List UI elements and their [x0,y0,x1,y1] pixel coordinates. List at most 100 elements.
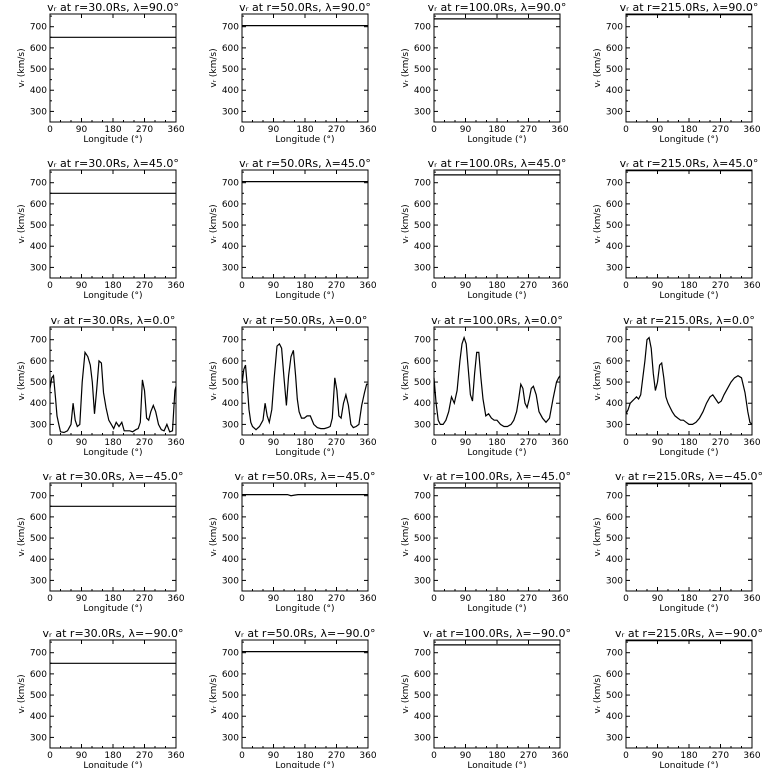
x-tick-label: 360 [551,438,568,448]
y-tick-label: 600 [606,44,623,54]
x-axis-label: Longitude (°) [83,448,142,458]
y-axis-label: vᵣ (km/s) [401,48,411,87]
x-tick-label: 90 [268,438,280,448]
y-tick-label: 500 [30,534,47,544]
x-tick-label: 270 [136,281,153,291]
y-tick-label: 600 [30,357,47,367]
y-tick-label: 700 [606,336,623,346]
x-tick-label: 360 [359,751,376,761]
x-tick-label: 180 [680,594,697,604]
x-tick-label: 0 [47,438,53,448]
chart-panel: vᵣ at r=50.0Rs, λ=−45.0° 0 90 180 270 360 300 4… [209,470,377,614]
chart-title: vᵣ at r=30.0Rs, λ=45.0° [47,157,179,170]
chart-title: vᵣ at r=30.0Rs, λ=0.0° [51,314,176,327]
plot-frame [433,639,561,749]
x-tick-label: 360 [359,438,376,448]
x-tick-label: 180 [488,125,505,135]
y-axis-label: vᵣ (km/s) [209,674,219,713]
y-tick-label: 400 [30,86,47,96]
x-tick-label: 270 [136,751,153,761]
chart-title: vᵣ at r=215.0Rs, λ=90.0° [620,1,759,14]
chart-title: vᵣ at r=100.0Rs, λ=45.0° [428,157,567,170]
x-tick-label: 180 [488,281,505,291]
x-axis-label: Longitude (°) [467,604,526,614]
y-tick-label: 300 [606,420,623,430]
y-tick-label: 500 [30,221,47,231]
y-tick-label: 700 [30,23,47,33]
x-tick-label: 180 [680,281,697,291]
x-tick-label: 90 [460,438,472,448]
chart-title: vᵣ at r=215.0Rs, λ=−45.0° [615,470,763,483]
y-tick-label: 400 [222,242,239,252]
series-line [241,342,368,431]
x-tick-label: 180 [296,281,313,291]
x-tick-label: 360 [359,281,376,291]
chart-panel: vᵣ at r=30.0Rs, λ=−45.0° 0 90 180 270 360 300 4… [17,470,185,614]
y-tick-label: 700 [30,179,47,189]
x-tick-label: 180 [104,125,121,135]
x-tick-label: 270 [328,125,345,135]
y-tick-label: 300 [414,576,431,586]
x-tick-label: 0 [431,281,437,291]
chart-title: vᵣ at r=215.0Rs, λ=−90.0° [615,627,763,640]
y-tick-label: 500 [30,691,47,701]
y-axis-label: vᵣ (km/s) [17,361,27,400]
x-tick-label: 0 [623,594,629,604]
y-tick-label: 600 [222,44,239,54]
series-line [625,336,753,425]
x-tick-label: 180 [680,438,697,448]
x-tick-label: 90 [76,594,88,604]
x-axis-label: Longitude (°) [659,291,718,301]
x-tick-label: 0 [47,751,53,761]
y-tick-label: 700 [606,649,623,659]
y-axis-label: vᵣ (km/s) [593,517,603,556]
chart-title: vᵣ at r=100.0Rs, λ=−90.0° [423,627,571,640]
y-axis-label: vᵣ (km/s) [593,674,603,713]
y-tick-label: 600 [606,513,623,523]
y-tick-label: 600 [606,357,623,367]
y-tick-label: 300 [414,733,431,743]
y-tick-label: 300 [222,576,239,586]
y-tick-label: 400 [414,712,431,722]
y-tick-label: 400 [30,399,47,409]
y-tick-label: 600 [30,513,47,523]
x-axis-label: Longitude (°) [659,135,718,145]
y-tick-label: 300 [414,263,431,273]
x-tick-label: 180 [488,438,505,448]
x-tick-label: 360 [167,125,184,135]
x-axis-label: Longitude (°) [467,135,526,145]
y-tick-label: 700 [222,179,239,189]
x-tick-label: 180 [104,594,121,604]
y-tick-label: 500 [222,691,239,701]
plot-frame [625,13,753,123]
plot-frame [241,13,369,123]
x-tick-label: 0 [239,751,245,761]
x-tick-label: 0 [623,751,629,761]
x-tick-label: 360 [743,281,760,291]
chart-panel: vᵣ at r=30.0Rs, λ=0.0° 0 90 180 270 360 300 400… [17,314,185,458]
x-tick-label: 360 [167,281,184,291]
chart-panel: vᵣ at r=50.0Rs, λ=90.0° 0 90 180 270 360 300 40… [209,1,377,145]
x-tick-label: 0 [623,125,629,135]
y-tick-label: 500 [606,378,623,388]
y-tick-label: 400 [606,712,623,722]
x-tick-label: 0 [431,594,437,604]
x-tick-label: 360 [743,594,760,604]
y-tick-label: 700 [222,23,239,33]
chart-panel: vᵣ at r=100.0Rs, λ=45.0° 0 90 180 270 360 300 4… [401,157,569,301]
x-tick-label: 180 [104,751,121,761]
y-axis-label: vᵣ (km/s) [401,204,411,243]
chart-panel: vᵣ at r=50.0Rs, λ=0.0° 0 90 180 270 360 300 400… [209,314,377,458]
y-tick-label: 300 [222,107,239,117]
x-tick-label: 90 [76,125,88,135]
x-axis-label: Longitude (°) [659,604,718,614]
x-tick-label: 180 [296,125,313,135]
plot-frame [241,482,369,592]
chart-panel: vᵣ at r=30.0Rs, λ=90.0° 0 90 180 270 360 300 40… [17,1,185,145]
y-tick-label: 500 [30,378,47,388]
y-tick-label: 500 [414,221,431,231]
y-tick-label: 700 [222,336,239,346]
y-tick-label: 600 [414,670,431,680]
x-tick-label: 270 [136,438,153,448]
x-tick-label: 90 [460,281,472,291]
